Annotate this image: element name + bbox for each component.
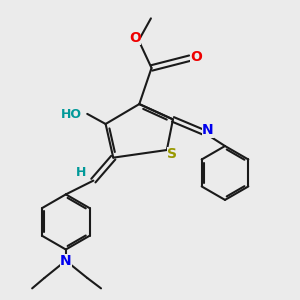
Text: O: O — [190, 50, 202, 64]
Text: H: H — [76, 166, 86, 178]
Text: O: O — [129, 31, 141, 45]
Text: HO: HO — [61, 108, 82, 121]
Text: N: N — [60, 254, 72, 268]
Text: N: N — [202, 123, 214, 137]
Text: S: S — [167, 147, 177, 161]
